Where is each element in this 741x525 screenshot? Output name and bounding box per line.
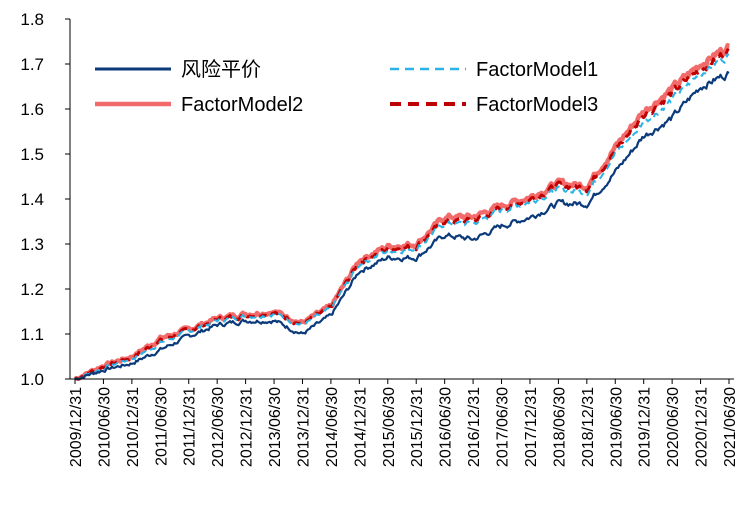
x-tick-label: 2013/06/30 [267,387,284,467]
x-tick-label: 2010/12/31 [125,387,142,467]
y-tick-label: 1.7 [20,55,44,74]
x-tick-label: 2014/06/30 [324,387,341,467]
series-line-3 [73,43,731,382]
x-tick-label: 2014/12/31 [352,387,369,467]
axes: 1.0 1.1 1.2 1.3 1.4 1.5 1.6 1.7 1.8 2009/12/31 201… [20,10,739,467]
legend-label-2: FactorModel1 [476,59,598,81]
x-tick-label: 2013/12/31 [295,387,312,467]
series-line-2 [74,53,730,380]
x-tick-label: 2017/12/31 [523,387,540,467]
x-tick-label: 2012/06/30 [210,387,227,467]
y-tick-label: 1.1 [20,325,44,344]
plot-area [73,43,731,382]
y-tick-label: 1.5 [20,145,44,164]
x-tick-label: 2019/06/30 [608,387,625,467]
y-tick-label: 1.3 [20,235,44,254]
legend-label-4: FactorModel3 [476,94,598,116]
y-tick-label: 1.6 [20,100,44,119]
legend-label-1: 风险平价 [181,58,261,81]
x-tick-label: 2017/06/30 [495,387,512,467]
series-line-1 [74,71,730,381]
x-tick-label: 2009/12/31 [68,387,85,467]
x-tick-label: 2011/12/31 [182,387,199,466]
x-tick-label: 2020/12/31 [694,387,711,467]
x-tick-label: 2010/06/30 [96,387,113,467]
x-tick-label: 2018/06/30 [551,387,568,467]
legend-label-3: FactorModel2 [181,94,303,116]
series-line-4 [74,48,730,381]
x-tick-label: 2015/06/30 [381,387,398,467]
y-tick-label: 1.8 [20,10,44,29]
x-tick-label: 2020/06/30 [665,387,682,467]
y-tick-label: 1.2 [20,280,44,299]
x-tick-label: 2018/12/31 [580,387,597,467]
x-tick-label: 2011/06/30 [153,387,170,466]
x-tick-label: 2016/12/31 [466,387,483,467]
x-tick-label: 2015/12/31 [409,387,426,467]
x-tick-label: 2019/12/31 [637,387,654,467]
y-tick-label: 1.0 [20,370,44,389]
x-tick-label: 2021/06/30 [722,387,739,467]
x-tick-label: 2012/12/31 [239,387,256,467]
x-tick-label: 2016/06/30 [438,387,455,467]
legend: 风险平价 FactorModel1 FactorModel2 FactorModel3 [95,58,598,116]
y-tick-label: 1.4 [20,190,44,209]
